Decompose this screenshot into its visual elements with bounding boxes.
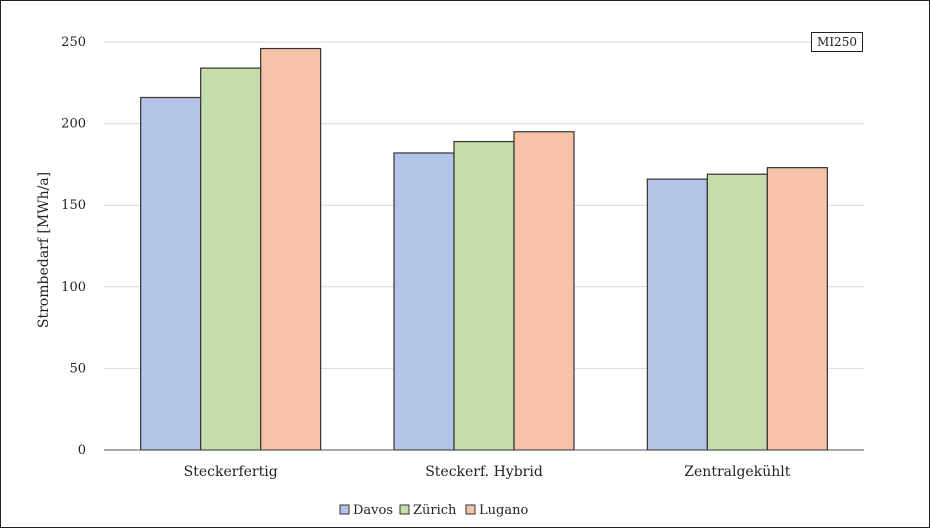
bar-zrich-2 bbox=[453, 140, 515, 451]
y-tick-label: 100 bbox=[61, 280, 86, 295]
bar-lugano-2 bbox=[513, 131, 575, 451]
bars bbox=[140, 47, 828, 451]
x-category-label: Steckerfertig bbox=[184, 464, 278, 480]
y-tick-labels: 0 50 100 150 200 250 bbox=[61, 35, 86, 458]
y-tick-label: 150 bbox=[61, 198, 86, 213]
bar-davos-1 bbox=[140, 96, 202, 451]
x-category-label: Steckerf. Hybrid bbox=[425, 464, 543, 480]
y-tick-label: 250 bbox=[61, 35, 86, 50]
y-axis-label: Strombedarf [MWh/a] bbox=[36, 172, 52, 328]
x-category-labels: Steckerfertig Steckerf. Hybrid Zentralgekü… bbox=[184, 464, 791, 480]
y-tick-label: 50 bbox=[69, 361, 86, 376]
bar-zrich-3 bbox=[706, 173, 768, 451]
y-tick-label: 200 bbox=[61, 117, 86, 132]
bar-davos-3 bbox=[646, 178, 708, 451]
y-tick-label: 0 bbox=[78, 443, 86, 458]
bar-lugano-1 bbox=[260, 47, 322, 451]
legend-swatch-zrich bbox=[399, 504, 410, 515]
legend-label: Lugano bbox=[479, 503, 528, 518]
legend-label: Zürich bbox=[413, 503, 457, 518]
legend: Davos Zürich Lugano bbox=[339, 503, 528, 518]
bar-zrich-1 bbox=[200, 67, 262, 451]
annotation-badge: MI250 bbox=[811, 32, 863, 52]
legend-swatch-davos bbox=[339, 504, 350, 515]
x-category-label: Zentralgekühlt bbox=[684, 464, 790, 480]
legend-label: Davos bbox=[353, 503, 393, 518]
bar-lugano-3 bbox=[766, 167, 828, 451]
legend-swatch-lugano bbox=[465, 504, 476, 515]
bar-davos-2 bbox=[393, 152, 455, 451]
